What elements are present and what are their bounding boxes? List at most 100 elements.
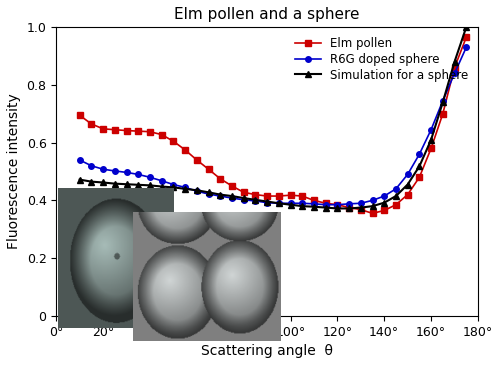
R6G doped sphere [135, 172, 141, 177]
Simulation for a sphere [334, 206, 340, 211]
Simulation for a sphere [124, 182, 130, 187]
Simulation for a sphere [229, 194, 235, 198]
Line: Elm pollen: Elm pollen [77, 35, 469, 216]
Simulation for a sphere [416, 164, 422, 169]
Simulation for a sphere [264, 199, 270, 204]
R6G doped sphere [124, 170, 130, 174]
R6G doped sphere [334, 203, 340, 207]
Elm pollen [334, 203, 340, 207]
Simulation for a sphere [288, 203, 294, 207]
R6G doped sphere [88, 164, 94, 168]
Elm pollen [311, 198, 317, 203]
Simulation for a sphere [322, 205, 328, 210]
Title: Elm pollen and a sphere: Elm pollen and a sphere [174, 7, 360, 22]
R6G doped sphere [276, 201, 282, 205]
Simulation for a sphere [206, 190, 212, 195]
Simulation for a sphere [217, 192, 223, 197]
Elm pollen [182, 148, 188, 152]
Elm pollen [217, 177, 223, 181]
R6G doped sphere [182, 185, 188, 189]
Simulation for a sphere [370, 204, 376, 208]
Elm pollen [124, 128, 130, 133]
Elm pollen [299, 194, 305, 198]
R6G doped sphere [463, 45, 469, 50]
Elm pollen [112, 127, 118, 132]
Elm pollen [100, 127, 106, 131]
Elm pollen [452, 65, 458, 70]
R6G doped sphere [252, 199, 258, 203]
Elm pollen [440, 112, 446, 116]
Elm pollen [135, 129, 141, 133]
R6G doped sphere [370, 198, 376, 203]
R6G doped sphere [217, 194, 223, 198]
Simulation for a sphere [311, 204, 317, 209]
Elm pollen [264, 194, 270, 198]
R6G doped sphere [299, 201, 305, 205]
Elm pollen [240, 190, 246, 195]
Elm pollen [170, 139, 176, 143]
Elm pollen [393, 203, 399, 207]
R6G doped sphere [440, 99, 446, 103]
Line: R6G doped sphere: R6G doped sphere [77, 45, 469, 207]
Simulation for a sphere [381, 200, 387, 205]
Elm pollen [381, 208, 387, 213]
Simulation for a sphere [100, 180, 106, 185]
Simulation for a sphere [452, 60, 458, 64]
Elm pollen [88, 122, 94, 126]
R6G doped sphere [147, 175, 153, 180]
R6G doped sphere [76, 158, 82, 162]
R6G doped sphere [428, 127, 434, 132]
Elm pollen [322, 201, 328, 205]
X-axis label: Scattering angle  θ: Scattering angle θ [201, 344, 333, 358]
Legend: Elm pollen, R6G doped sphere, Simulation for a sphere: Elm pollen, R6G doped sphere, Simulation… [292, 33, 472, 85]
Simulation for a sphere [276, 201, 282, 205]
R6G doped sphere [206, 192, 212, 196]
Simulation for a sphere [147, 183, 153, 188]
R6G doped sphere [358, 201, 364, 205]
R6G doped sphere [240, 197, 246, 202]
Elm pollen [404, 192, 410, 197]
Elm pollen [76, 113, 82, 118]
R6G doped sphere [381, 194, 387, 198]
Simulation for a sphere [393, 194, 399, 198]
Simulation for a sphere [404, 182, 410, 187]
Elm pollen [428, 146, 434, 151]
Elm pollen [358, 207, 364, 212]
Simulation for a sphere [88, 180, 94, 184]
Simulation for a sphere [428, 138, 434, 142]
Simulation for a sphere [76, 177, 82, 182]
R6G doped sphere [404, 172, 410, 177]
Simulation for a sphere [463, 25, 469, 30]
Elm pollen [276, 194, 282, 198]
Simulation for a sphere [440, 100, 446, 104]
Simulation for a sphere [240, 196, 246, 200]
Simulation for a sphere [158, 184, 164, 189]
Simulation for a sphere [170, 185, 176, 189]
Elm pollen [370, 211, 376, 216]
Y-axis label: Fluorescence intensity: Fluorescence intensity [7, 94, 21, 249]
Simulation for a sphere [182, 187, 188, 191]
Elm pollen [463, 35, 469, 39]
Simulation for a sphere [135, 182, 141, 187]
Elm pollen [416, 175, 422, 180]
R6G doped sphere [194, 189, 200, 193]
Elm pollen [288, 193, 294, 197]
Simulation for a sphere [194, 188, 200, 192]
R6G doped sphere [393, 187, 399, 191]
Elm pollen [346, 205, 352, 210]
Simulation for a sphere [252, 197, 258, 202]
R6G doped sphere [452, 71, 458, 76]
Elm pollen [252, 192, 258, 197]
R6G doped sphere [100, 167, 106, 172]
R6G doped sphere [229, 196, 235, 200]
R6G doped sphere [322, 203, 328, 207]
Elm pollen [194, 158, 200, 162]
Elm pollen [158, 132, 164, 137]
R6G doped sphere [416, 152, 422, 157]
Line: Simulation for a sphere: Simulation for a sphere [76, 24, 469, 212]
Elm pollen [229, 184, 235, 188]
Simulation for a sphere [358, 205, 364, 210]
Simulation for a sphere [112, 181, 118, 186]
R6G doped sphere [311, 201, 317, 206]
R6G doped sphere [346, 201, 352, 206]
